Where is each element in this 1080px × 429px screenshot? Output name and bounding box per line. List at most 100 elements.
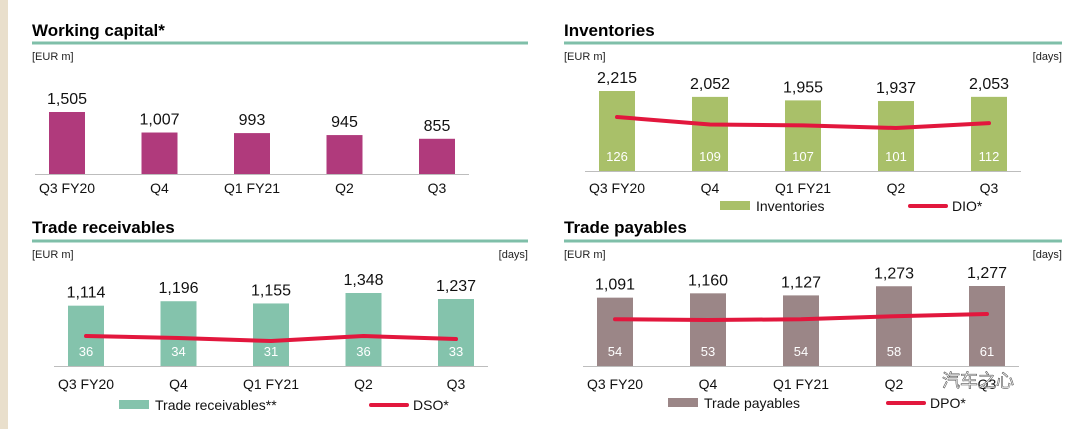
chart1-category-label-5: Q3 <box>428 180 447 196</box>
chart2-unit-left: [EUR m] <box>564 51 606 63</box>
chart3-line-value-2: 34 <box>171 344 185 359</box>
chart2-title: Inventories <box>564 21 655 40</box>
chart3-line-series <box>84 334 458 343</box>
chart4-bar-4 <box>876 286 912 366</box>
chart4-value-label-3: 1,127 <box>781 274 821 291</box>
chart1-bar-1 <box>49 112 85 174</box>
chart4-value-label-2: 1,160 <box>688 272 728 289</box>
chart4-category-label-5: Q3 <box>978 376 997 392</box>
chart3-unit-right: [days] <box>499 249 528 261</box>
chart2-category-label-1: Q3 FY20 <box>589 180 645 196</box>
chart3-category-label-2: Q4 <box>169 376 188 392</box>
chart4-legend-bar-label: Trade payables <box>704 395 800 411</box>
chart3-value-label-2: 1,196 <box>158 280 198 297</box>
chart4-line-value-5: 61 <box>980 344 994 359</box>
chart3-category-label-1: Q3 FY20 <box>58 376 114 392</box>
chart3-line-value-3: 31 <box>264 344 278 359</box>
chart2-bar-2 <box>692 96 728 171</box>
chart4-bar-1 <box>597 297 633 366</box>
chart4-bar-2 <box>690 293 726 366</box>
chart3-category-label-3: Q1 FY21 <box>243 376 299 392</box>
chart4-legend-bar-swatch <box>668 398 698 407</box>
chart3-bar-2 <box>160 301 197 366</box>
chart4-line-series <box>613 312 989 322</box>
chart4-unit-right: [days] <box>1033 249 1062 261</box>
chart2-bar-4 <box>878 101 914 171</box>
dashboard-canvas: Working capital* [EUR m] 1,505 Q3 FY20 1,007… <box>8 0 1080 429</box>
chart1-unit-left: [EUR m] <box>32 51 74 63</box>
chart4-category-label-4: Q2 <box>885 376 904 392</box>
chart2-value-label-5: 2,053 <box>969 76 1009 93</box>
chart3-line-value-4: 36 <box>356 344 370 359</box>
chart2-line-value-1: 126 <box>606 149 628 164</box>
chart2-line-value-4: 101 <box>885 149 907 164</box>
chart1-value-label-2: 1,007 <box>139 112 179 129</box>
chart2-category-label-2: Q4 <box>701 180 720 196</box>
chart1-value-label-5: 855 <box>424 118 451 135</box>
chart2-legend-bar-swatch <box>720 201 750 210</box>
chart3-line-value-5: 33 <box>449 344 463 359</box>
chart3-value-label-5: 1,237 <box>436 278 476 295</box>
chart4-line-value-1: 54 <box>608 344 622 359</box>
chart3-category-label-5: Q3 <box>447 376 466 392</box>
chart1-bar-5 <box>419 138 455 174</box>
chart2-category-label-4: Q2 <box>887 180 906 196</box>
chart3-bar-3 <box>253 303 289 366</box>
chart2-line-value-2: 109 <box>699 149 721 164</box>
chart4-category-label-3: Q1 FY21 <box>773 376 829 392</box>
chart2-category-label-3: Q1 FY21 <box>775 180 831 196</box>
chart4-value-label-4: 1,273 <box>874 265 914 282</box>
chart3-legend-line-label: DSO* <box>413 397 449 413</box>
chart1-category-label-1: Q3 FY20 <box>39 180 95 196</box>
chart2-category-label-5: Q3 <box>980 180 999 196</box>
chart4-category-label-2: Q4 <box>699 376 718 392</box>
chart1-bar-3 <box>234 133 270 174</box>
chart4-unit-left: [EUR m] <box>564 249 606 261</box>
chart3-line-value-1: 36 <box>79 344 93 359</box>
chart3-category-label-4: Q2 <box>354 376 373 392</box>
chart4-title: Trade payables <box>564 218 687 237</box>
chart3-value-label-1: 1,114 <box>67 285 106 302</box>
chart3-title: Trade receivables <box>32 218 175 237</box>
chart2-value-label-1: 2,215 <box>597 70 637 87</box>
chart2-bar-5 <box>971 96 1007 171</box>
chart2-line-value-5: 112 <box>979 149 1000 164</box>
chart4-line-value-2: 53 <box>701 344 715 359</box>
chart4-bar-3 <box>783 295 819 366</box>
chart2-line-value-3: 107 <box>792 149 814 164</box>
chart1-bar-4 <box>326 135 363 174</box>
chart2-unit-right: [days] <box>1033 51 1062 63</box>
chart2-value-label-2: 2,052 <box>690 76 730 93</box>
chart1-title: Working capital* <box>32 21 165 40</box>
chart2-bar-1 <box>599 91 635 171</box>
charts-svg: Working capital* [EUR m] 1,505 Q3 FY20 1,007… <box>32 21 1062 413</box>
chart4-value-label-1: 1,091 <box>595 277 635 294</box>
chart4-bar-5 <box>969 286 1005 366</box>
chart2-legend-line-label: DIO* <box>952 198 983 214</box>
chart3-bar-5 <box>438 299 474 366</box>
chart2-bar-3 <box>785 100 821 171</box>
chart1-value-label-1: 1,505 <box>47 91 87 108</box>
chart3-legend-bar-label: Trade receivables** <box>155 397 277 413</box>
chart2-value-label-4: 1,937 <box>876 80 916 97</box>
watermark-text: 汽车之心 <box>942 371 1014 392</box>
chart4-line-value-3: 54 <box>794 344 808 359</box>
chart4-line-value-4: 58 <box>887 344 901 359</box>
chart3-legend-bar-swatch <box>119 400 149 409</box>
chart4-legend-line-label: DPO* <box>930 395 966 411</box>
chart2-legend-bar-label: Inventories <box>756 198 824 214</box>
chart1-category-label-2: Q4 <box>150 180 169 196</box>
chart1-value-label-4: 945 <box>331 114 358 131</box>
chart3-bar-4 <box>345 293 382 366</box>
chart1-category-label-3: Q1 FY21 <box>224 180 280 196</box>
chart1-bar-2 <box>141 132 178 174</box>
chart1-category-label-4: Q2 <box>335 180 354 196</box>
chart3-value-label-3: 1,155 <box>251 282 291 299</box>
chart4-category-label-1: Q3 FY20 <box>587 376 643 392</box>
chart3-unit-left: [EUR m] <box>32 249 74 261</box>
chart2-value-label-3: 1,955 <box>783 79 823 96</box>
chart1-value-label-3: 993 <box>239 112 266 129</box>
chart4-value-label-5: 1,277 <box>967 265 1007 282</box>
chart2-line-series <box>615 115 991 130</box>
chart3-value-label-4: 1,348 <box>343 272 383 289</box>
